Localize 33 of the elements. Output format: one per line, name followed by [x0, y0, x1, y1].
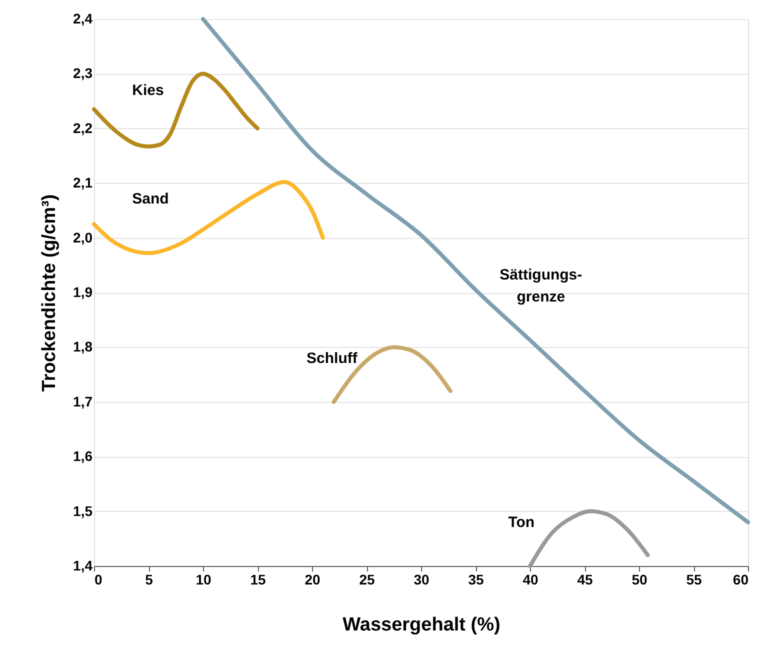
text: Sand: [132, 190, 169, 208]
x-tick-label: 20: [304, 572, 320, 588]
x-tick-label: 60: [732, 572, 749, 588]
x-tick-label: 30: [414, 572, 430, 588]
y-tick-label: 1,9: [73, 284, 93, 300]
y-tick-label: 1,7: [73, 393, 93, 410]
y-tick-label: 2,4: [73, 10, 93, 26]
x-tick-label: 55: [686, 572, 702, 588]
y-tick-label: 1,4: [73, 558, 93, 574]
y-tick-label: 1,8: [73, 338, 93, 355]
series-label: Kies: [132, 82, 164, 100]
x-tick-label: 5: [145, 572, 154, 588]
x-tick-label: 25: [359, 572, 375, 588]
y-tick-label: 1,5: [73, 502, 93, 519]
y-tick-label: 2,1: [73, 174, 93, 191]
x-tick-label: 50: [632, 572, 648, 588]
x-tick-label: 35: [468, 572, 484, 588]
y-tick-label: 2,2: [73, 120, 93, 136]
series-label: Schluff: [306, 350, 358, 368]
x-tick-label: 40: [522, 572, 538, 588]
x-tick-label: 45: [577, 572, 593, 588]
x-tick-label: 10: [196, 572, 212, 588]
x-axis-title: Wassergehalt (%): [342, 614, 500, 636]
y-tick-label: 2,3: [73, 65, 93, 82]
line-series: [92, 180, 325, 256]
y-tick-label: 2,0: [73, 229, 93, 246]
y-tick-label: 1,6: [73, 448, 93, 464]
series-label: Ton: [508, 514, 535, 532]
line-series: [92, 72, 260, 148]
y-axis-title: Trockendichte (g/cm³): [39, 194, 60, 392]
x-tick-label: 0: [94, 572, 102, 588]
x-tick-label: 15: [250, 572, 266, 588]
series-label: Sättigungs- grenze: [500, 266, 582, 306]
